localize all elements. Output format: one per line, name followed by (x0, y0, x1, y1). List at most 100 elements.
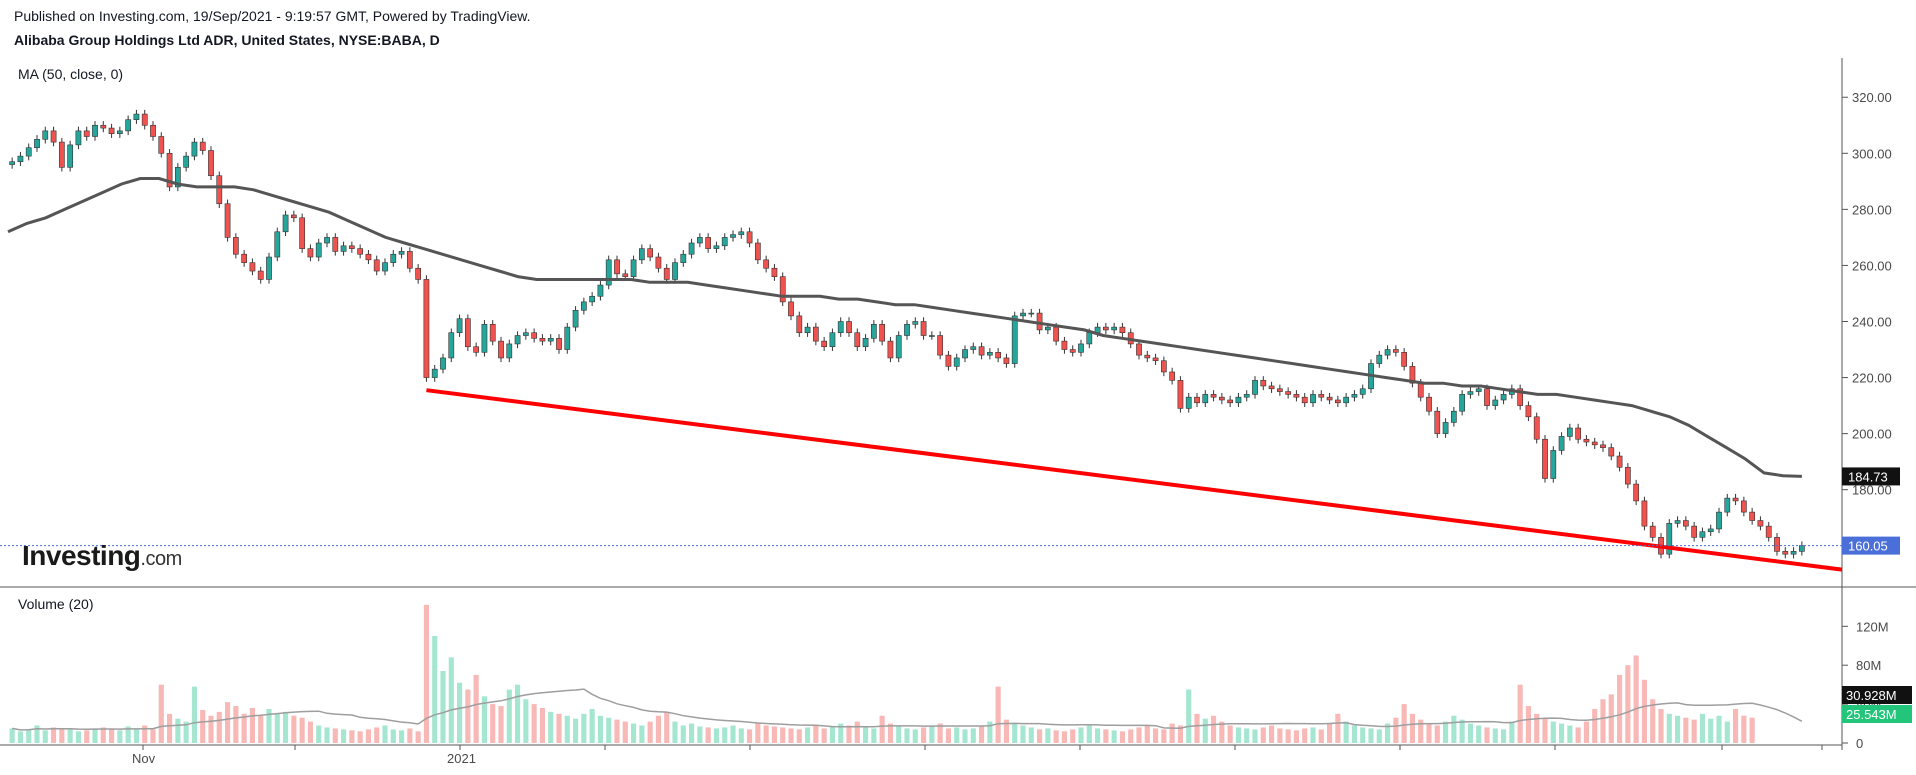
volume-bar (929, 725, 935, 743)
volume-bar (1161, 729, 1167, 743)
candle-body (879, 324, 886, 342)
candle-body (978, 346, 985, 356)
candle-body (1492, 399, 1499, 406)
volume-bar (432, 636, 438, 743)
candle-body (1798, 545, 1805, 552)
price-tick-label: 220.00 (1852, 371, 1892, 386)
candle-body (1583, 438, 1590, 443)
candles (9, 109, 1805, 559)
volume-indicator-label[interactable]: Volume (20) (18, 596, 94, 612)
candle-body (1252, 380, 1258, 395)
volume-bar (1633, 655, 1639, 743)
volume-bar (1086, 725, 1092, 743)
candle-body (1359, 388, 1366, 395)
volume-bar (1641, 679, 1647, 743)
candle-body (83, 130, 90, 137)
volume-bar (1583, 721, 1589, 743)
volume-bar (863, 727, 869, 743)
candle-body (1351, 394, 1358, 398)
candle-body (1674, 520, 1681, 524)
candle-body (208, 150, 214, 177)
candle-body (1409, 366, 1416, 384)
candle-body (299, 217, 306, 249)
price-tick-label: 260.00 (1852, 258, 1892, 273)
volume-bar (581, 713, 587, 743)
volume-bar (1716, 715, 1722, 743)
volume-bar (564, 715, 570, 743)
candle-body (589, 295, 596, 303)
volume-bar (42, 730, 48, 743)
candle-body (597, 284, 604, 297)
volume-bar (1600, 699, 1606, 743)
volume-bar (1177, 725, 1183, 743)
volume-bar (771, 726, 777, 743)
volume-bar (887, 723, 893, 743)
volume-bar (258, 715, 264, 743)
volume-bar (1617, 674, 1623, 743)
candle-body (390, 253, 397, 263)
volume-bar (1053, 730, 1059, 743)
candle-body (804, 326, 811, 334)
volume-bar (357, 731, 363, 743)
volume-bar (846, 725, 852, 743)
candle-body (290, 214, 297, 219)
volume-bar (1219, 721, 1225, 743)
candle-body (1608, 447, 1615, 457)
volume-bar (763, 725, 769, 743)
candle-body (506, 343, 513, 359)
candle-body (1467, 391, 1474, 395)
volume-bar (448, 657, 454, 743)
candle-body (348, 245, 355, 249)
volume-bar (1103, 729, 1109, 743)
volume-bar (780, 727, 786, 743)
candle-body (315, 242, 322, 258)
candle-body (340, 245, 347, 252)
candle-body (456, 318, 463, 334)
candle-body (1086, 332, 1093, 345)
volume-bar (423, 604, 429, 743)
volume-bar (1492, 728, 1498, 743)
candle-body (1533, 416, 1540, 440)
candle-body (357, 248, 364, 255)
candle-body (1649, 525, 1656, 538)
volume-bar (125, 726, 131, 743)
volume-bar (225, 702, 231, 743)
volume-ma-badge (1842, 686, 1912, 704)
volume-bar (1028, 727, 1034, 743)
volume-bar (531, 704, 537, 743)
candle-body (821, 340, 828, 348)
candle-body (75, 130, 82, 146)
candle-body (1202, 394, 1209, 404)
volume-bar (987, 721, 993, 743)
volume-bar (1310, 727, 1316, 743)
candle-body (1401, 352, 1408, 367)
candle-body (1119, 326, 1126, 334)
volume-bar (622, 721, 628, 743)
volume-bar (1467, 723, 1473, 743)
candle-body (373, 259, 380, 272)
volume-ma (11, 688, 1803, 731)
candle-body (440, 357, 446, 370)
candle-body (564, 326, 571, 350)
candle-body (1343, 396, 1350, 404)
candle-body (1078, 343, 1084, 353)
volume-bar (490, 704, 496, 743)
volume-bar (879, 715, 885, 743)
volume-bar (821, 728, 827, 743)
volume-bar (1699, 713, 1705, 743)
candle-body (1318, 394, 1325, 398)
published-caption: Published on Investing.com, 19/Sep/2021 … (14, 8, 531, 24)
candle-body (1600, 444, 1606, 448)
volume-bar (921, 727, 927, 743)
ma-indicator-label[interactable]: MA (50, close, 0) (18, 66, 124, 82)
volume-bar (1119, 731, 1125, 743)
candle-body (680, 253, 687, 263)
candle-body (1500, 394, 1507, 401)
candle-body (448, 332, 455, 359)
volume-bar (506, 689, 512, 743)
candle-body (572, 309, 579, 328)
candle-body (1707, 528, 1714, 533)
volume-bar (1194, 713, 1200, 743)
volume-bar (639, 725, 645, 743)
